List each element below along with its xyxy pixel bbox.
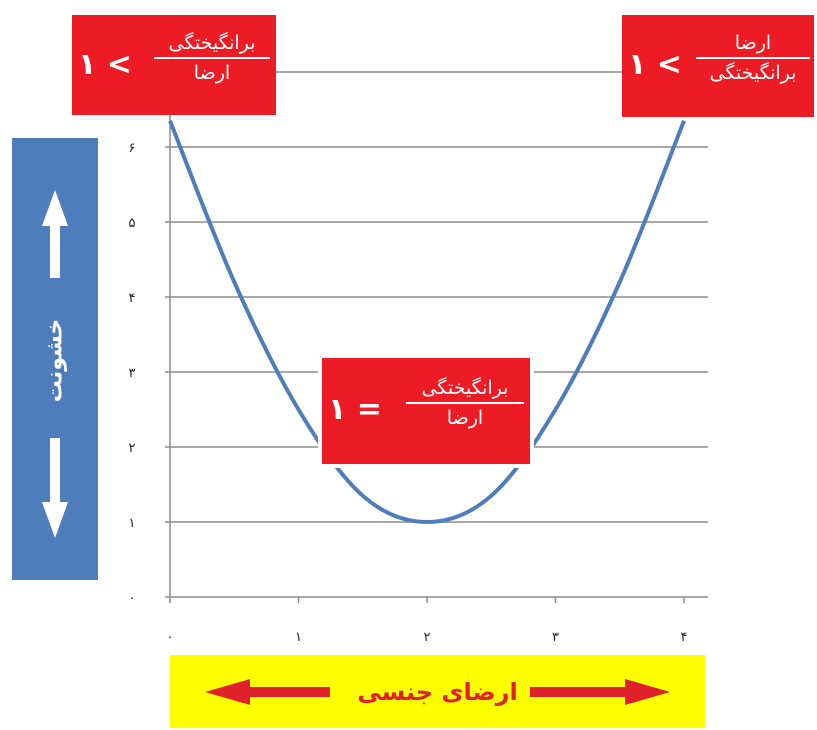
y-ticks: ۰ ۱ ۲ ۳ ۴ ۵ ۶ xyxy=(129,141,170,606)
annotation-left-denominator: ارضا xyxy=(193,62,231,84)
arrow-left-icon xyxy=(205,679,330,705)
x-tick-label: ۲ xyxy=(424,630,431,645)
arrow-down-icon xyxy=(42,438,68,538)
x-tick-label: ۱ xyxy=(295,630,302,645)
y-tick-label: ۱ xyxy=(129,516,136,531)
annotation-left: ۱ < برانگیختگی ارضا xyxy=(72,15,276,115)
annotation-left-numerator: برانگیختگی xyxy=(168,32,256,54)
y-tick-label: ۰ xyxy=(129,591,136,606)
y-axis-label: خشونت xyxy=(42,318,68,402)
y-tick-label: ۳ xyxy=(129,366,136,381)
y-axis-label-box: خشونت xyxy=(12,138,98,580)
annotation-center: ۱ = برانگیختگی ارضا xyxy=(322,358,530,464)
arrow-up-icon xyxy=(42,190,68,278)
x-axis-label: ارضای جنسی xyxy=(347,677,528,706)
annotation-right-relation: ۱ < xyxy=(628,47,682,82)
x-axis-label-box: ارضای جنسی xyxy=(170,655,705,728)
annotation-center-numerator: برانگیختگی xyxy=(421,377,509,399)
annotation-right-numerator: ارضا xyxy=(734,32,772,54)
y-tick-label: ۶ xyxy=(129,141,136,156)
y-tick-label: ۵ xyxy=(129,216,136,231)
series-line xyxy=(168,120,686,525)
annotation-left-relation: ۱ < xyxy=(78,47,132,82)
x-axis-arrows xyxy=(205,679,670,705)
gridlines xyxy=(170,146,708,523)
y-tick-label: ۲ xyxy=(129,441,136,456)
annotation-right: ۱ < ارضا برانگیختگی xyxy=(622,15,814,117)
x-ticks: ۰ ۱ ۲ ۳ ۴ xyxy=(167,597,688,645)
x-tick-label: ۰ xyxy=(167,630,174,645)
x-tick-label: ۳ xyxy=(552,630,559,645)
annotation-center-denominator: ارضا xyxy=(446,407,484,429)
y-axis-arrows xyxy=(42,190,68,538)
annotation-right-denominator: برانگیختگی xyxy=(709,62,797,84)
annotation-center-relation: ۱ = xyxy=(328,392,382,427)
y-tick-label: ۴ xyxy=(129,291,136,306)
x-tick-label: ۴ xyxy=(681,630,688,645)
arrow-right-icon xyxy=(530,679,670,705)
